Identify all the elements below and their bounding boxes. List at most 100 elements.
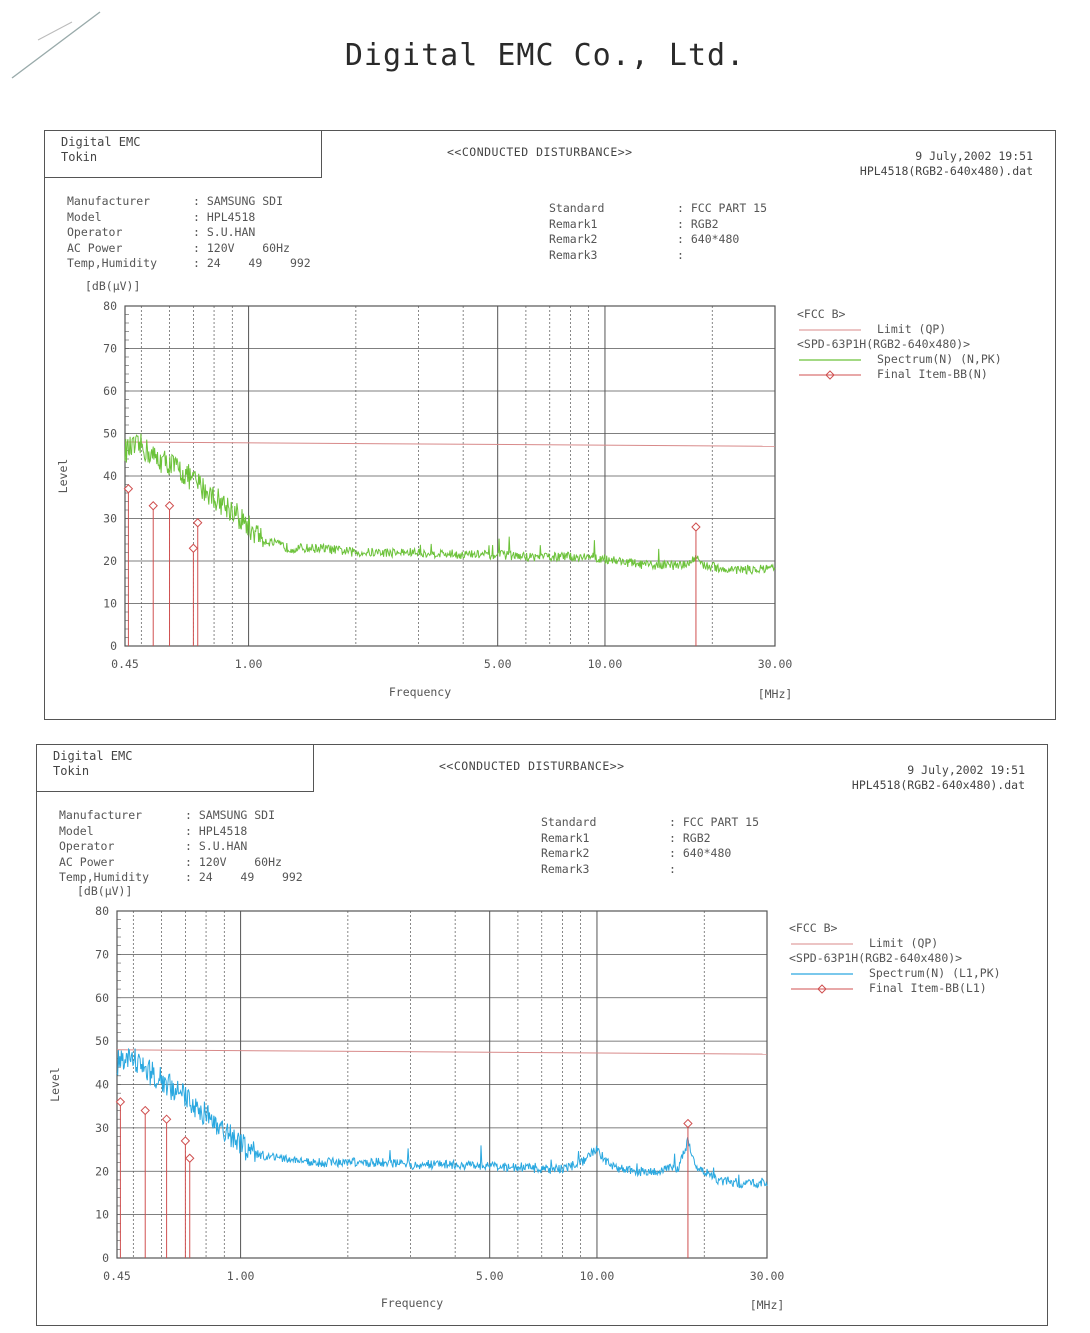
- field-row: Remark1: RGB2: [549, 216, 719, 231]
- field-row: Model: HPL4518: [59, 823, 248, 838]
- x-unit-label: [MHz]: [758, 687, 793, 701]
- field-label: Manufacturer: [59, 808, 143, 822]
- field-value: SAMSUNG SDI: [198, 808, 276, 822]
- equipment-fields: Manufacturer: SAMSUNG SDI Model: HPL4518…: [67, 194, 311, 272]
- field-value: HPL4518: [206, 209, 256, 224]
- legend-spectrum-swatch: [791, 973, 853, 975]
- field-label: Standard: [541, 815, 597, 829]
- field-label: Temp,Humidity: [59, 870, 150, 884]
- legend-final-swatch: [799, 370, 861, 380]
- y-tick-label: 70: [103, 342, 117, 356]
- field-row: Standard: FCC PART 15: [541, 815, 760, 829]
- y-tick-label: 20: [95, 1164, 109, 1178]
- field-label: Remark3: [549, 247, 598, 262]
- company-name: Digital EMC: [61, 135, 141, 149]
- field-label: AC Power: [67, 240, 123, 255]
- field-label: Remark1: [541, 830, 590, 845]
- x-axis-label: Frequency: [389, 685, 451, 699]
- final-marker: [180, 1136, 191, 1146]
- legend-limit-label: Limit (QP): [869, 936, 939, 950]
- final-marker: [148, 501, 158, 511]
- y-tick-label: 0: [110, 639, 117, 653]
- field-label: Remark2: [549, 232, 598, 246]
- x-axis-label: Frequency: [381, 1296, 443, 1310]
- company-name: Digital EMC: [53, 749, 133, 763]
- final-marker: [164, 501, 175, 511]
- field-label: Remark1: [549, 216, 598, 231]
- field-value: FCC PART 15: [690, 201, 768, 215]
- y-tick-label: 40: [103, 469, 117, 483]
- field-value: 640*480: [690, 232, 740, 246]
- x-tick-label: 10.00: [588, 657, 623, 671]
- field-row: Manufacturer: SAMSUNG SDI: [67, 194, 284, 208]
- y-tick-label: 10: [103, 597, 117, 611]
- field-row: Manufacturer: SAMSUNG SDI: [59, 808, 276, 822]
- final-marker: [161, 1114, 172, 1124]
- legend-limit: Limit (QP): [789, 936, 1039, 951]
- field-row: Standard: FCC PART 15: [549, 201, 768, 215]
- final-marker: [115, 1097, 126, 1107]
- field-label: Remark3: [541, 861, 590, 876]
- page-header: Digital EMC Co., Ltd.: [344, 38, 746, 73]
- field-label: Remark2: [541, 846, 590, 860]
- final-marker: [683, 1118, 693, 1129]
- legend-spectrum-swatch: [799, 359, 861, 361]
- legend-spectrum-label: Spectrum(N) (N,PK): [877, 352, 1002, 366]
- final-marker: [140, 1105, 150, 1116]
- limit-line: [124, 441, 776, 447]
- spectrum-trace: [124, 433, 776, 575]
- x-tick-label: 30.00: [758, 657, 793, 671]
- report-title: <<CONDUCTED DISTURBANCE>>: [447, 145, 633, 159]
- report-date: 9 July,2002 19:51: [907, 763, 1025, 777]
- chart-legend: <FCC B> Limit (QP) <SPD-63P1H(RGB2-640x4…: [789, 921, 1039, 996]
- field-row: Remark2: 640*480: [541, 846, 732, 860]
- field-label: Model: [59, 823, 94, 838]
- x-tick-label: 10.00: [580, 1269, 615, 1283]
- y-tick-label: 60: [103, 384, 117, 398]
- field-label: Operator: [67, 225, 123, 239]
- field-value: S.U.HAN: [198, 839, 248, 853]
- legend-group: <FCC B>: [789, 921, 838, 935]
- x-tick-label: 1.00: [227, 1269, 255, 1283]
- company-location: Tokin: [61, 150, 98, 164]
- x-tick-label: 1.00: [235, 657, 263, 671]
- legend-set: <SPD-63P1H(RGB2-640x480)>: [789, 951, 963, 965]
- legend-spectrum: Spectrum(N) (N,PK): [797, 352, 1047, 367]
- report-file: HPL4518(RGB2-640x480).dat: [859, 164, 1033, 178]
- legend-limit-label: Limit (QP): [877, 322, 947, 336]
- spectrum-trace: [116, 1047, 768, 1189]
- field-value: 24 49 992: [206, 256, 311, 270]
- y-tick-label: 40: [95, 1078, 109, 1092]
- x-tick-label: 5.00: [484, 657, 512, 671]
- legend-set: <SPD-63P1H(RGB2-640x480)>: [797, 337, 971, 351]
- x-tick-label: 30.00: [750, 1269, 785, 1283]
- company-box: Digital EMC Tokin: [45, 131, 322, 178]
- field-label: Standard: [549, 201, 605, 215]
- legend-limit-swatch: [799, 329, 861, 331]
- legend-final-label: Final Item-BB(N): [877, 367, 988, 381]
- field-value: RGB2: [682, 830, 711, 845]
- emc-chart-2: 0 10 20 30 40 50 60 70 80 0.45 1.00 5.00 10.00 30.00 L…: [48, 884, 785, 1312]
- field-row: Operator: S.U.HAN: [67, 225, 256, 239]
- y-unit-label: [dB(μV)]: [85, 279, 140, 293]
- y-tick-label: 50: [95, 1034, 109, 1048]
- field-value: 24 49 992: [198, 870, 303, 884]
- field-label: Model: [67, 209, 102, 224]
- final-marker: [188, 543, 199, 553]
- legend-spectrum: Spectrum(N) (L1,PK): [789, 966, 1039, 981]
- standard-fields: Standard: FCC PART 15 Remark1: RGB2 Rema…: [541, 815, 759, 877]
- company-location: Tokin: [53, 764, 90, 778]
- final-marker: [193, 518, 203, 528]
- x-unit-label: [MHz]: [750, 1298, 785, 1312]
- field-row: Remark1: RGB2: [541, 830, 711, 845]
- field-row: Temp,Humidity: 24 49 992: [67, 256, 311, 270]
- legend-final: Final Item-BB(N): [797, 367, 1047, 382]
- field-row: Remark2: 640*480: [549, 232, 740, 246]
- field-value: 640*480: [682, 846, 732, 860]
- field-row: Operator: S.U.HAN: [59, 839, 248, 853]
- y-tick-label: 50: [103, 427, 117, 441]
- field-label: Manufacturer: [67, 194, 151, 208]
- field-row: Remark3:: [549, 247, 691, 262]
- x-tick-label: 0.45: [111, 657, 139, 671]
- legend-group: <FCC B>: [797, 307, 846, 321]
